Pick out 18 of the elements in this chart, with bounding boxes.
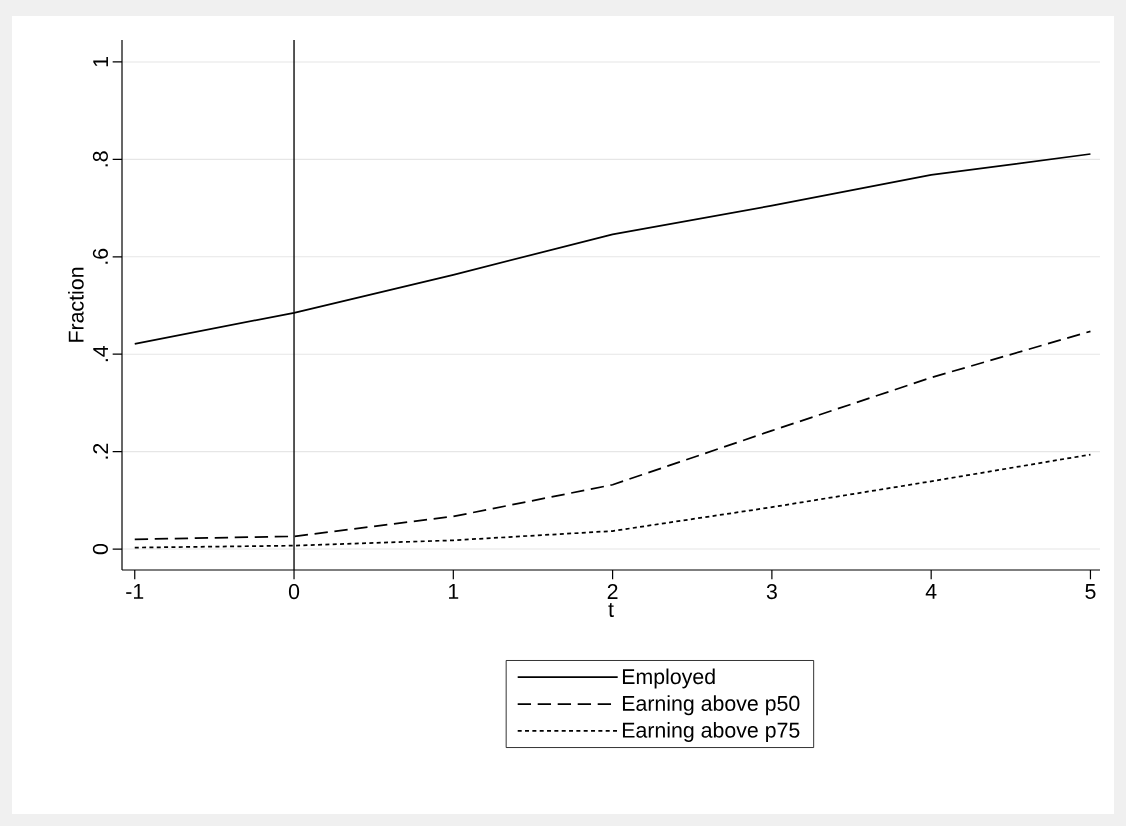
x-tick-label: 2 — [607, 584, 618, 599]
x-tick-label: 1 — [449, 584, 459, 599]
x-tick-label: -1 — [126, 584, 144, 599]
x-tick-label: 5 — [1085, 584, 1096, 599]
y-tick-label: 0 — [92, 543, 108, 555]
x-tick-label: 3 — [766, 584, 777, 600]
legend-label: Earning above p50 — [622, 695, 800, 716]
y-tick-label: 1 — [93, 57, 108, 67]
x-tick-label: 4 — [925, 584, 937, 599]
legend-label: Earning above p75 — [622, 722, 800, 742]
legend-label: Employed — [622, 668, 715, 689]
y-tick-label: .6 — [92, 248, 108, 264]
x-tick-label: 0 — [288, 584, 300, 600]
y-axis-title: Fraction — [68, 267, 84, 342]
x-axis-title: t — [608, 602, 614, 617]
y-tick-label: .4 — [93, 345, 108, 362]
y-tick-label: .2 — [93, 443, 108, 459]
y-tick-label: .8 — [92, 151, 108, 167]
